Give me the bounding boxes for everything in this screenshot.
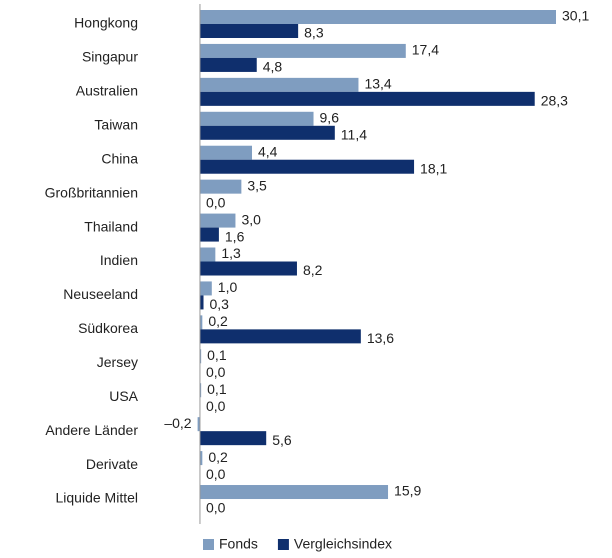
bar [199,159,415,174]
value-label: 30,1 [562,8,589,24]
bar [199,213,236,228]
bar [199,77,359,92]
value-label: 11,4 [341,126,367,142]
bar [199,485,389,500]
bar [199,111,314,126]
category-label: Hongkong [74,15,138,31]
value-label: 0,0 [206,398,226,414]
bar [199,57,257,72]
value-label: 18,1 [420,160,447,176]
category-label: Großbritannien [45,184,138,200]
value-label: 1,0 [218,279,238,295]
value-label: 0,0 [206,500,226,516]
bar [199,43,406,58]
value-label: 4,8 [263,59,283,75]
legend-swatch [277,539,289,550]
bar [199,227,219,242]
value-label: 15,9 [394,483,421,499]
category-label: Neuseeland [63,286,138,302]
category-label: Liquide Mittel [56,490,139,506]
bar [197,417,200,432]
legend-label: Fonds [219,536,258,552]
category-label: China [101,150,138,166]
bar [199,349,202,364]
legend-swatch [203,539,214,550]
value-label: 1,3 [221,245,241,261]
value-label: 4,4 [258,143,278,159]
bar [199,145,253,160]
bar [199,383,202,398]
value-label: 8,2 [303,262,323,278]
value-label: 3,0 [241,211,261,227]
category-label: Derivate [86,456,138,472]
value-label: 0,0 [206,364,226,380]
value-label: 5,6 [272,432,292,448]
category-label: Thailand [84,218,138,234]
bar [199,261,297,276]
value-label: 0,0 [206,466,226,482]
value-label: 0,1 [207,381,227,397]
category-label: USA [109,388,138,404]
category-label: Taiwan [94,116,138,132]
value-label: 28,3 [541,93,568,109]
value-label: 0,2 [208,449,228,465]
bar [199,247,216,262]
bar [199,125,335,140]
value-label: 13,6 [367,330,394,346]
bar [199,431,267,446]
bar [199,295,204,310]
bar [199,91,535,106]
category-label: Indien [100,252,138,268]
bar [199,10,556,24]
value-label: 3,5 [247,177,267,193]
category-label: Jersey [97,354,138,370]
value-label: 0,1 [207,347,227,363]
category-label: Andere Länder [45,422,138,438]
bar [199,329,361,344]
value-label: 13,4 [364,76,391,92]
value-label: 0,3 [210,296,230,312]
value-label: 17,4 [412,42,439,58]
category-label: Australien [76,83,138,99]
value-label: 1,6 [225,228,245,244]
value-label: 0,0 [206,194,226,210]
value-label: 9,6 [320,109,340,125]
value-label: 0,2 [208,313,228,329]
bar [199,24,299,38]
bar [199,315,203,330]
bar [199,179,242,194]
value-label: 8,3 [304,25,324,41]
category-label: Singapur [82,49,138,65]
bar [199,451,203,466]
value-label: –0,2 [164,415,191,431]
bar [199,281,212,296]
category-label: Südkorea [78,320,138,336]
legend-label: Vergleichsindex [294,536,392,552]
